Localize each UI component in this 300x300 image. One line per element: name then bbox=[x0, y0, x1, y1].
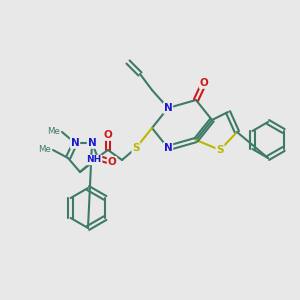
Text: S: S bbox=[132, 143, 140, 153]
Text: N: N bbox=[70, 138, 80, 148]
Text: Me: Me bbox=[38, 146, 51, 154]
Text: N: N bbox=[88, 138, 96, 148]
Text: O: O bbox=[200, 78, 208, 88]
Text: NH: NH bbox=[86, 155, 102, 164]
Text: O: O bbox=[103, 130, 112, 140]
Text: Me: Me bbox=[47, 128, 60, 136]
Text: N: N bbox=[164, 103, 172, 113]
Text: O: O bbox=[108, 157, 116, 167]
Text: S: S bbox=[216, 145, 224, 155]
Text: N: N bbox=[164, 143, 172, 153]
